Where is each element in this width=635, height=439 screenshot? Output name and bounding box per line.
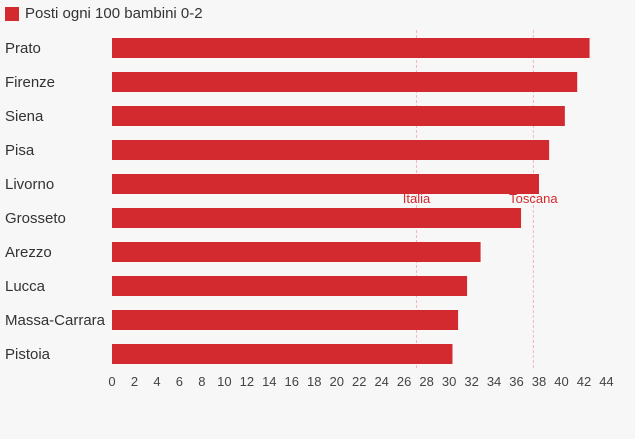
reference-labels: Italia Toscana xyxy=(403,191,559,206)
category-label: Arezzo xyxy=(5,244,52,261)
x-tick-label: 0 xyxy=(108,374,115,389)
bar-siena xyxy=(112,106,565,126)
bars xyxy=(112,38,590,364)
x-tick-label: 8 xyxy=(198,374,205,389)
x-tick-label: 2 xyxy=(131,374,138,389)
x-tick-label: 42 xyxy=(577,374,591,389)
category-label: Pistoia xyxy=(5,346,51,363)
x-tick-label: 40 xyxy=(554,374,568,389)
x-tick-label: 12 xyxy=(240,374,254,389)
x-tick-label: 32 xyxy=(464,374,478,389)
category-label: Lucca xyxy=(5,278,46,295)
x-tick-label: 20 xyxy=(330,374,344,389)
bar-arezzo xyxy=(112,242,481,262)
x-tick-label: 38 xyxy=(532,374,546,389)
bar-massa-carrara xyxy=(112,310,459,330)
x-tick-label: 36 xyxy=(509,374,523,389)
x-tick-label: 28 xyxy=(419,374,433,389)
x-tick-label: 30 xyxy=(442,374,456,389)
bar-pistoia xyxy=(112,344,453,364)
legend-label: Posti ogni 100 bambini 0-2 xyxy=(25,5,203,22)
reference-label-italia: Italia xyxy=(403,191,431,206)
category-label: Pisa xyxy=(5,142,35,159)
category-label: Livorno xyxy=(5,176,54,193)
x-tick-label: 24 xyxy=(374,374,388,389)
x-tick-label: 26 xyxy=(397,374,411,389)
x-tick-label: 22 xyxy=(352,374,366,389)
legend-swatch xyxy=(5,6,19,21)
bar-pisa xyxy=(112,140,550,160)
category-labels: Prato Firenze Siena Pisa Livorno Grosseto Arez… xyxy=(5,40,106,363)
category-label: Grosseto xyxy=(5,210,66,227)
category-label: Massa-Carrara xyxy=(5,312,106,329)
x-tick-label: 18 xyxy=(307,374,321,389)
x-tick-label: 14 xyxy=(262,374,276,389)
x-tick-label: 4 xyxy=(153,374,160,389)
category-label: Siena xyxy=(5,108,44,125)
bar-grosseto xyxy=(112,208,522,228)
x-axis-ticks: 0 2 4 6 8 10 12 14 16 18 20 22 24 26 28 30 32 34 36 38 40 42 4… xyxy=(108,374,613,389)
x-tick-label: 34 xyxy=(487,374,501,389)
category-label: Firenze xyxy=(5,74,55,91)
x-tick-label: 10 xyxy=(217,374,231,389)
x-tick-label: 44 xyxy=(599,374,613,389)
bar-livorno xyxy=(112,174,540,194)
bar-lucca xyxy=(112,276,468,296)
bar-firenze xyxy=(112,72,578,92)
x-tick-label: 6 xyxy=(176,374,183,389)
reference-label-toscana: Toscana xyxy=(509,191,558,206)
x-tick-label: 16 xyxy=(285,374,299,389)
chart-legend: Posti ogni 100 bambini 0-2 xyxy=(5,5,203,22)
bar-prato xyxy=(112,38,590,58)
category-label: Prato xyxy=(5,40,41,57)
